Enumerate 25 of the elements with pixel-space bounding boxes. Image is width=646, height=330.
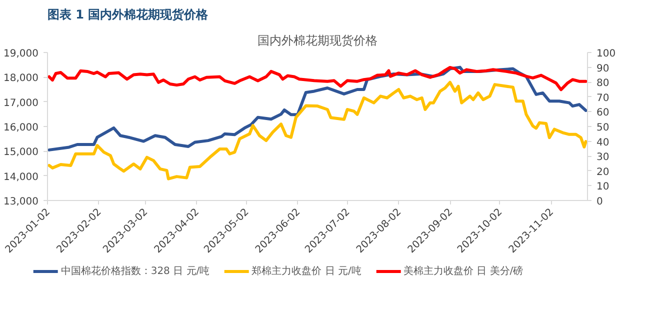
y-tick-label: 15,000 <box>4 147 39 158</box>
line-series <box>48 66 588 92</box>
y-tick-label: 13,000 <box>4 196 39 208</box>
y2-tick-label: 70 <box>596 92 610 104</box>
y2-tick-label: 80 <box>596 78 610 90</box>
y-tick-label: 19,000 <box>4 48 39 60</box>
legend-label: 中国棉花价格指数：328 日 元/吨 <box>60 264 210 278</box>
chart-subtitle: 国内外棉花期现货价格 <box>258 34 378 48</box>
y-tick-label: 14,000 <box>4 172 39 183</box>
y-tick-label: 16,000 <box>4 122 39 134</box>
legend-label: 美棉主力收盘价 日 美分/磅 <box>403 264 524 278</box>
y2-tick-label: 30 <box>596 152 610 164</box>
y-tick-label: 18,000 <box>4 73 39 84</box>
y2-tick-label: 100 <box>596 48 616 60</box>
y-tick-label: 17,000 <box>4 98 39 109</box>
line-series <box>48 80 588 180</box>
chart-title: 图表 1 国内外棉花期现货价格 <box>48 8 210 22</box>
y2-tick-label: 20 <box>596 166 610 178</box>
y2-tick-label: 50 <box>596 122 610 134</box>
y2-tick-label: 60 <box>596 108 610 119</box>
y2-tick-label: 40 <box>596 137 610 148</box>
legend-label: 郑棉主力收盘价 日 元/吨 <box>252 264 362 278</box>
y2-tick-label: 10 <box>596 182 610 193</box>
y2-tick-label: 0 <box>596 196 603 208</box>
y2-tick-label: 90 <box>596 63 610 74</box>
